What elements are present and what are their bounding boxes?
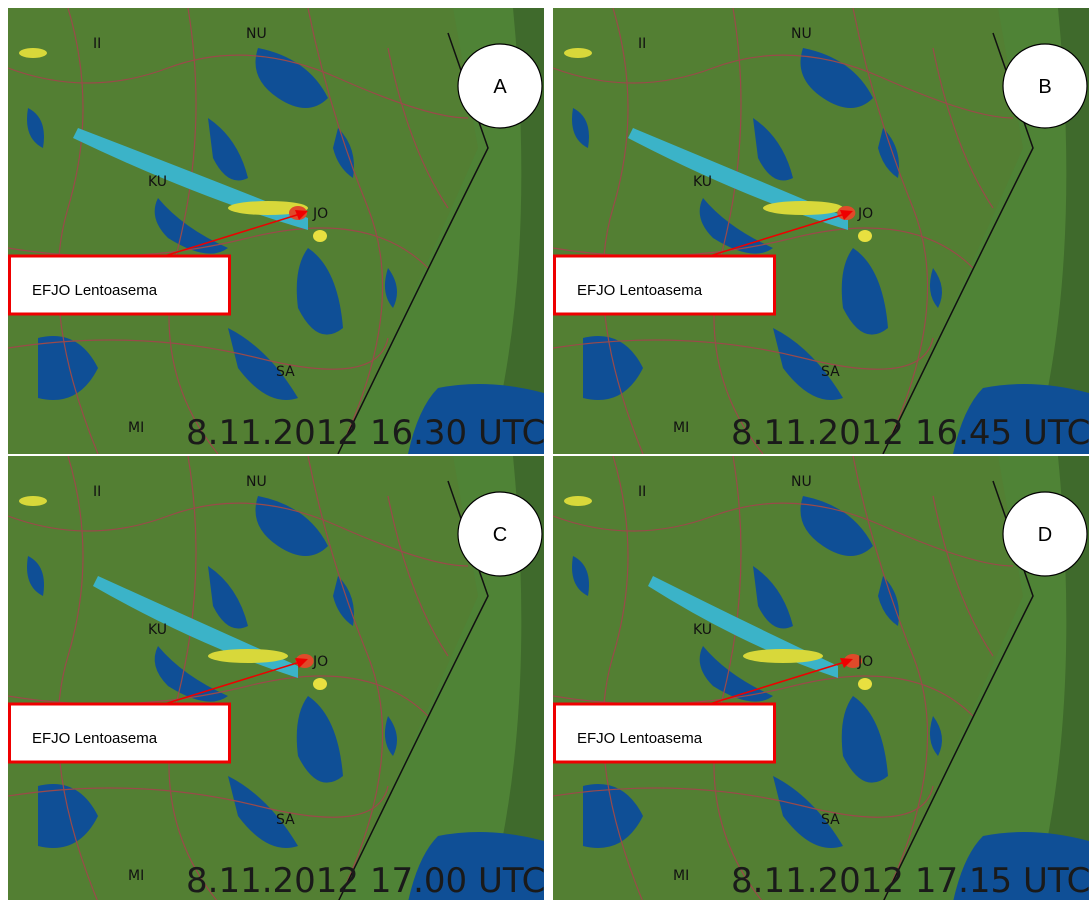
place-label: KU [148,622,167,638]
echo-yellow [743,649,823,663]
place-label: SA [821,364,840,380]
panel-letter: B [1038,76,1051,98]
radar-panel: II NU KU JO SA MI 8.11.2012 17.15 UTC D EFJO Len… [553,456,1089,900]
place-label: II [93,484,101,500]
place-label: SA [276,812,295,828]
place-label: II [638,484,646,500]
echo-yellow [313,230,327,242]
echo-yellow [564,48,592,58]
place-label: MI [673,420,689,436]
callout-text: EFJO Lentoasema [32,282,158,299]
echo-yellow [19,48,47,58]
echo-yellow [858,230,872,242]
echo-yellow [313,678,327,690]
place-label: II [93,36,101,52]
place-label: JO [857,654,873,670]
radar-composite: II NU KU JO SA MI 8.11.2012 16.30 UTC A EFJO Len… [0,0,1091,900]
place-label: JO [312,206,328,222]
place-label: KU [693,174,712,190]
place-label: KU [693,622,712,638]
place-label: JO [312,654,328,670]
echo-yellow [208,649,288,663]
panel-letter: C [493,524,507,546]
place-label: SA [276,364,295,380]
timestamp: 8.11.2012 16.45 UTC [731,413,1089,453]
place-label: MI [673,868,689,884]
echo-yellow [564,496,592,506]
callout-text: EFJO Lentoasema [32,730,158,747]
panel-letter: A [493,76,507,98]
callout-text: EFJO Lentoasema [577,282,703,299]
place-label: MI [128,868,144,884]
timestamp: 8.11.2012 16.30 UTC [186,413,544,453]
echo-yellow [858,678,872,690]
place-label: SA [821,812,840,828]
radar-panel: II NU KU JO SA MI 8.11.2012 17.00 UTC C EFJO Len… [8,456,544,900]
radar-panel: II NU KU JO SA MI 8.11.2012 16.30 UTC A EFJO Len… [8,8,544,454]
place-label: II [638,36,646,52]
radar-panel: II NU KU JO SA MI 8.11.2012 16.45 UTC B EFJO Len… [553,8,1089,454]
timestamp: 8.11.2012 17.00 UTC [186,861,544,900]
panel-letter: D [1038,524,1052,546]
place-label: NU [791,26,812,42]
place-label: MI [128,420,144,436]
place-label: NU [246,474,267,490]
callout-text: EFJO Lentoasema [577,730,703,747]
echo-yellow [763,201,843,215]
timestamp: 8.11.2012 17.15 UTC [731,861,1089,900]
place-label: JO [857,206,873,222]
place-label: NU [246,26,267,42]
place-label: NU [791,474,812,490]
echo-yellow [19,496,47,506]
place-label: KU [148,174,167,190]
